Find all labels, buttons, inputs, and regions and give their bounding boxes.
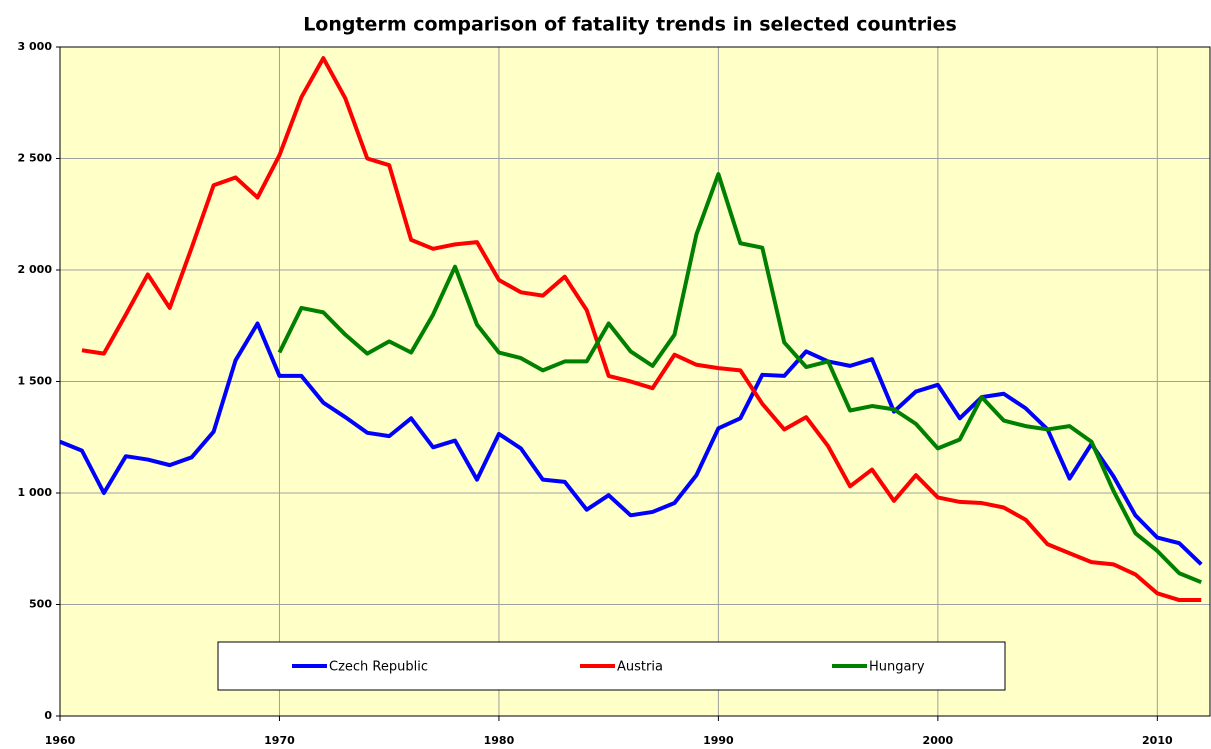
chart-title: Longterm comparison of fatality trends i… (303, 14, 957, 36)
y-tick-label: 1 000 (18, 486, 53, 499)
x-tick-label: 2010 (1142, 734, 1173, 747)
series-line (81, 56, 1202, 603)
x-tick-label: 1970 (264, 734, 295, 747)
legend-label: Hungary (869, 660, 925, 675)
x-tick-label: 2000 (923, 734, 954, 747)
x-tick-label: 1990 (703, 734, 734, 747)
series-line (59, 321, 1203, 566)
y-tick-label: 3 000 (18, 40, 53, 53)
y-tick-label: 2 000 (18, 263, 53, 276)
x-tick-label: 1980 (484, 734, 515, 747)
legend-label: Austria (617, 660, 663, 675)
y-tick-label: 2 500 (18, 152, 53, 165)
y-tick-label: 1 500 (18, 375, 53, 388)
legend-label: Czech Republic (329, 660, 428, 675)
series-line (277, 172, 1202, 585)
y-tick-label: 0 (44, 709, 52, 722)
y-tick-label: 500 (29, 598, 52, 611)
x-tick-label: 1960 (45, 734, 76, 747)
plot-border (59, 46, 1211, 717)
